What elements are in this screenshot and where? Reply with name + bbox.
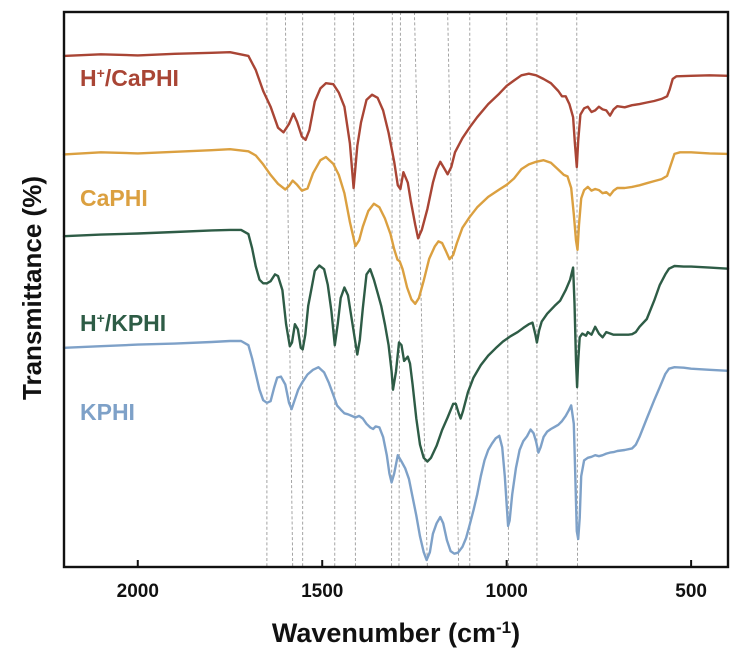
peak-guide-line-13 [576, 11, 578, 568]
peak-guide-line-6 [391, 11, 393, 568]
series-line-h-kphi [62, 228, 730, 463]
plot-frame [62, 10, 730, 569]
series-label-kphi: KPHI [80, 399, 135, 425]
series-label-caphi: CaPHI [80, 185, 148, 211]
peak-guide-line-7 [398, 11, 401, 568]
peak-guide-line-2 [284, 11, 294, 568]
x-tick-label-1500: 1500 [301, 581, 343, 602]
peak-guide-line-5 [353, 11, 356, 568]
series-line-caphi [62, 148, 730, 305]
series-line-h-caphi [62, 51, 730, 240]
series-label-h-kphi: H+/KPHI [80, 310, 166, 336]
x-axis-title: Wavenumber (cm-1) [272, 618, 520, 649]
x-tick-label-2000: 2000 [117, 581, 159, 602]
spectra-traces [62, 51, 730, 562]
peak-guide-line-9 [447, 11, 460, 568]
series-label-h-caphi: H+/CaPHI [80, 65, 179, 91]
y-axis-title: Transmittance (%) [17, 176, 47, 400]
series-line-kphi [62, 339, 730, 562]
peak-guide-line-11 [506, 11, 509, 568]
series-labels: H+/CaPHI CaPHI H+/KPHI KPHI [80, 65, 179, 425]
x-axis: 2000 1500 1000 500 [117, 560, 707, 602]
x-tick-label-1000: 1000 [486, 581, 528, 602]
x-tick-label-500: 500 [675, 581, 707, 602]
